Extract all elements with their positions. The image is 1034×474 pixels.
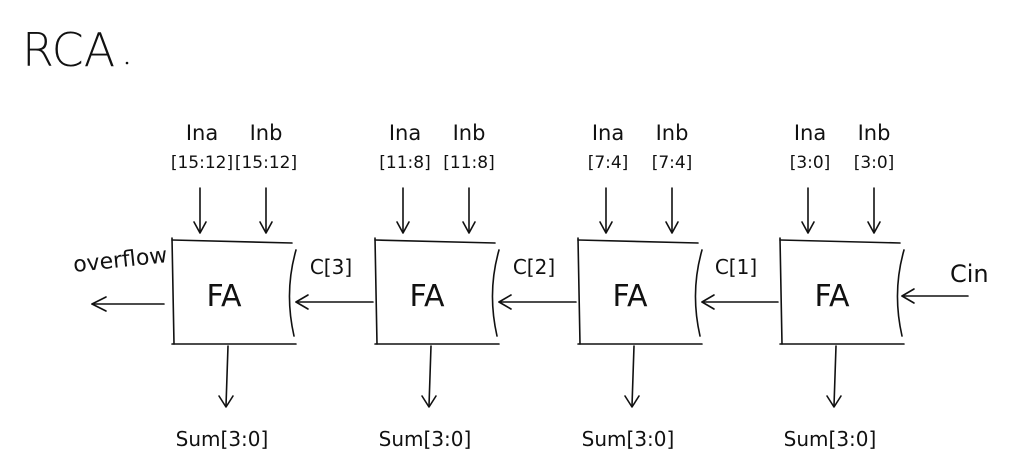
sum-arrow	[826, 345, 842, 408]
carry-labels: C[3] C[2] C[1]	[295, 255, 779, 310]
input-b-label: Inb	[858, 121, 891, 145]
carry-3: C[1]	[701, 255, 779, 310]
overflow-label: overflow	[72, 243, 168, 278]
input-a-bits: [15:12]	[171, 153, 233, 173]
input-a-arrow	[801, 187, 815, 234]
fa-block-3: FA Ina [7:4] Inb [7:4] Sum[3:0]	[577, 121, 703, 451]
sum-label: Sum[3:0]	[379, 427, 472, 451]
fa-box-top-edge	[779, 239, 901, 244]
fa-box-right-edge	[288, 249, 297, 337]
carry-2: C[2]	[498, 255, 577, 310]
carry-arrow-head	[701, 294, 715, 310]
input-b-bits: [15:12]	[235, 153, 297, 173]
input-a-label: Ina	[186, 121, 218, 145]
sum-label: Sum[3:0]	[784, 427, 877, 451]
input-b-bits: [7:4]	[652, 153, 693, 173]
input-b-label: Inb	[250, 121, 283, 145]
fa-label: FA	[612, 279, 648, 314]
fa-box-right-edge	[896, 249, 905, 337]
input-b-arrow	[462, 187, 476, 234]
fa-label: FA	[206, 279, 242, 314]
carry-1: C[3]	[295, 255, 374, 310]
fa-label: FA	[409, 279, 445, 314]
fa-label: FA	[814, 279, 850, 314]
input-b-bits: [3:0]	[854, 153, 895, 173]
input-b-arrow	[259, 187, 273, 234]
fa-box-left-edge	[779, 237, 783, 345]
sum-label: Sum[3:0]	[582, 427, 675, 451]
input-a-arrow	[599, 187, 613, 234]
input-a-arrow	[193, 187, 207, 234]
overflow-arrow	[91, 296, 165, 312]
input-a-bits: [7:4]	[588, 153, 629, 173]
sum-arrow	[624, 345, 640, 408]
carry-label: C[2]	[513, 255, 555, 279]
input-a-bits: [11:8]	[379, 153, 430, 173]
carry-in-label: Cin	[950, 260, 989, 288]
fa-block-4: FA Ina [3:0] Inb [3:0] Sum[3:0]	[779, 121, 905, 451]
fa-box-right-edge	[694, 249, 703, 337]
input-b-bits: [11:8]	[443, 153, 494, 173]
carry-in-arrow	[901, 288, 969, 304]
fa-box-left-edge	[577, 237, 581, 345]
title-dot	[125, 61, 129, 65]
fa-stages: FA Ina [15:12] Inb [15:12] Sum[3:0] FA Ina [11:8…	[171, 121, 905, 451]
sum-arrow	[421, 345, 437, 408]
fa-box-top-edge	[577, 239, 699, 244]
fa-box-left-edge	[374, 237, 378, 345]
input-a-label: Ina	[592, 121, 624, 145]
carry-label: C[3]	[310, 255, 352, 279]
sum-label: Sum[3:0]	[176, 427, 269, 451]
input-b-arrow	[867, 187, 881, 234]
fa-block-1: FA Ina [15:12] Inb [15:12] Sum[3:0]	[171, 121, 297, 451]
input-a-arrow	[396, 187, 410, 234]
carry-arrow-head	[295, 294, 309, 310]
fa-box-top-edge	[171, 239, 293, 244]
sum-arrow	[218, 345, 234, 408]
fa-box-right-edge	[491, 249, 500, 337]
input-b-label: Inb	[453, 121, 486, 145]
input-a-label: Ina	[389, 121, 421, 145]
fa-block-2: FA Ina [11:8] Inb [11:8] Sum[3:0]	[374, 121, 500, 451]
carry-label: C[1]	[715, 255, 757, 279]
fa-box-top-edge	[374, 239, 496, 244]
input-a-label: Ina	[794, 121, 826, 145]
input-b-label: Inb	[656, 121, 689, 145]
diagram-title: RCA	[22, 23, 115, 77]
input-a-bits: [3:0]	[790, 153, 831, 173]
fa-box-left-edge	[171, 237, 175, 345]
input-b-arrow	[665, 187, 679, 234]
carry-arrow-head	[498, 294, 512, 310]
